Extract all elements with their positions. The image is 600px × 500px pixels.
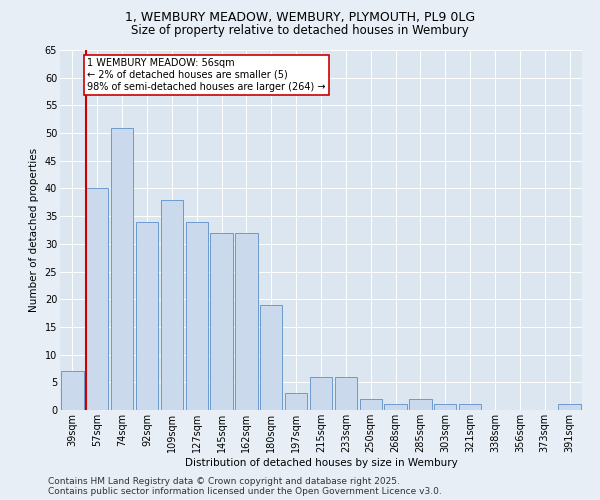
Bar [185,222,208,410]
Text: 1, WEMBURY MEADOW, WEMBURY, PLYMOUTH, PL9 0LG: 1, WEMBURY MEADOW, WEMBURY, PLYMOUTH, PL… [125,11,475,24]
Bar [359,399,382,410]
Bar [335,377,357,410]
Bar [211,233,233,410]
Text: 1 WEMBURY MEADOW: 56sqm
← 2% of detached houses are smaller (5)
98% of semi-deta: 1 WEMBURY MEADOW: 56sqm ← 2% of detached… [88,58,326,92]
Bar [61,371,83,410]
Bar [235,233,257,410]
Bar [385,404,407,410]
Bar [86,188,109,410]
Bar [434,404,457,410]
Bar [260,305,283,410]
Bar [161,200,183,410]
Text: Contains HM Land Registry data © Crown copyright and database right 2025.
Contai: Contains HM Land Registry data © Crown c… [48,476,442,496]
Bar [285,394,307,410]
X-axis label: Distribution of detached houses by size in Wembury: Distribution of detached houses by size … [185,458,457,468]
Bar [409,399,431,410]
Bar [136,222,158,410]
Bar [459,404,481,410]
Bar [111,128,133,410]
Bar [559,404,581,410]
Text: Size of property relative to detached houses in Wembury: Size of property relative to detached ho… [131,24,469,37]
Y-axis label: Number of detached properties: Number of detached properties [29,148,39,312]
Bar [310,377,332,410]
